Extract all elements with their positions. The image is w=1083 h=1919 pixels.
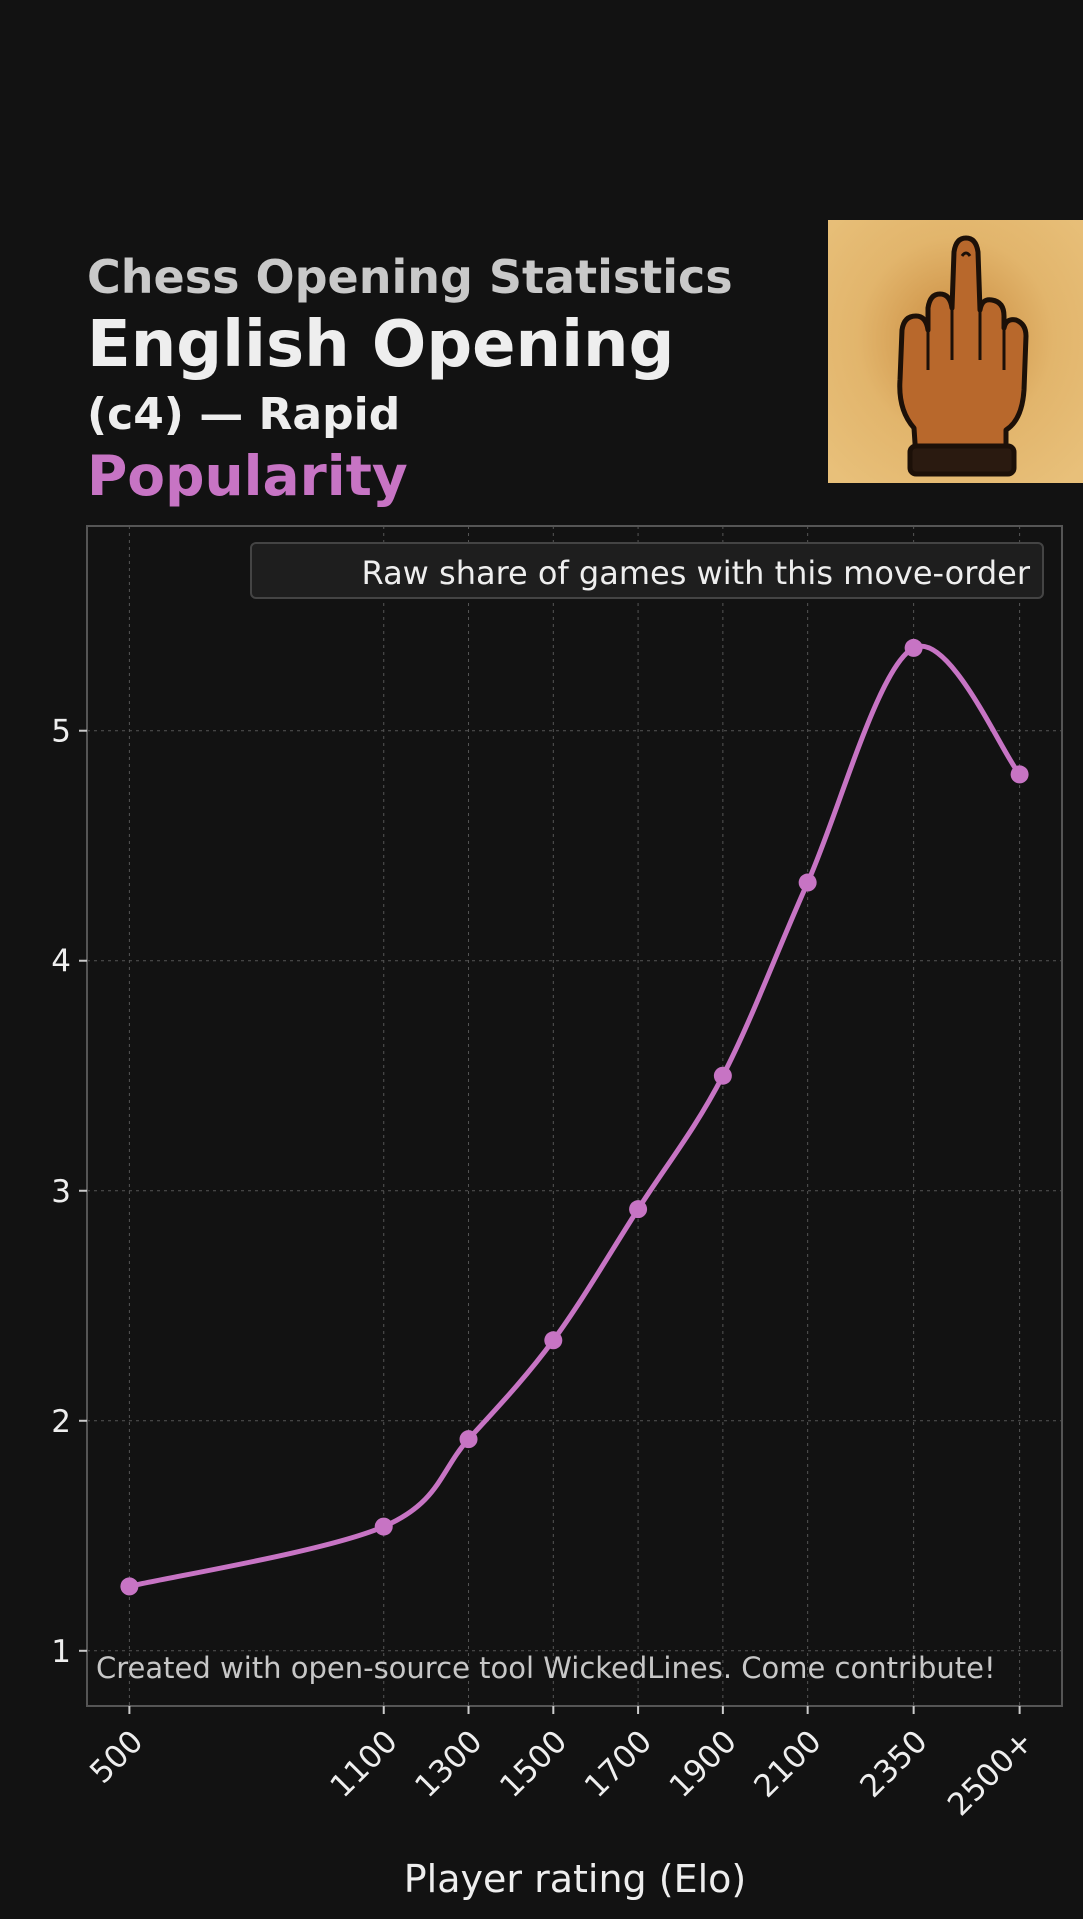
x-tick-label: 2500+ <box>941 1724 1041 1824</box>
x-tick-label: 2100 <box>747 1724 828 1805</box>
suptitle: Chess Opening Statistics <box>87 250 733 304</box>
data-point <box>713 1066 732 1085</box>
data-point <box>544 1331 563 1350</box>
x-tick-label: 1100 <box>323 1724 404 1805</box>
data-point <box>629 1200 648 1219</box>
credit-text: Created with open-source tool WickedLine… <box>96 1651 996 1685</box>
opening-title: English Opening <box>87 308 675 382</box>
legend: Raw share of games with this move-order <box>250 542 1044 599</box>
x-tick-label: 1900 <box>663 1724 744 1805</box>
y-tick-label: 5 <box>51 714 71 750</box>
data-point <box>904 638 923 657</box>
x-tick-label: 2350 <box>853 1724 934 1805</box>
opening-variant: (c4) — Rapid <box>87 389 401 440</box>
x-axis-label: Player rating (Elo) <box>403 1857 747 1901</box>
data-point <box>120 1577 139 1596</box>
x-tick-label: 500 <box>83 1724 150 1791</box>
x-tick-label: 1700 <box>578 1724 659 1805</box>
series-line <box>126 643 1023 1589</box>
y-tick-label: 1 <box>51 1634 71 1670</box>
data-point <box>1010 765 1029 784</box>
y-tick-label: 4 <box>51 944 71 980</box>
y-tick-label: 2 <box>51 1404 71 1440</box>
x-tick-label: 1500 <box>493 1724 574 1805</box>
data-point <box>798 873 817 892</box>
legend-label: Raw share of games with this move-order <box>361 554 1030 592</box>
data-point <box>374 1517 393 1536</box>
y-tick-label: 3 <box>51 1174 71 1210</box>
x-tick-label: 1300 <box>408 1724 489 1805</box>
middle-finger-hand-icon <box>828 220 1083 483</box>
plot-frame <box>86 525 1063 1707</box>
metric-title: Popularity <box>87 444 408 508</box>
data-point <box>459 1430 478 1449</box>
